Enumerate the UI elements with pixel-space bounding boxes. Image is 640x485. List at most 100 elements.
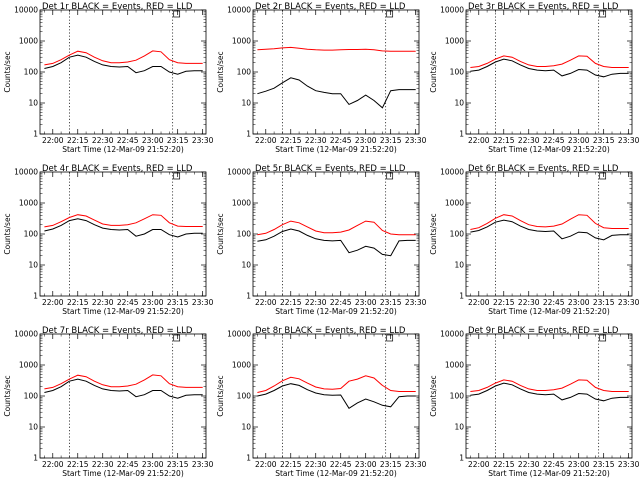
y-tick-label: 10: [241, 423, 251, 432]
y-tick-label: 100: [24, 392, 39, 401]
plot-title: Det 5r BLACK = Events, RED = LLD: [255, 164, 406, 174]
y-tick-label: 10: [28, 261, 38, 270]
x-tick-label: 22:00: [42, 460, 64, 469]
y-tick-label: 10000: [440, 168, 464, 177]
x-tick-label: 23:15: [167, 136, 189, 145]
x-tick-label: 23:15: [167, 298, 189, 307]
x-tick-label: 23:30: [192, 298, 214, 307]
y-tick-label: 1: [459, 292, 464, 301]
x-axis-label: Start Time (12-Mar-09 21:52:20): [275, 469, 397, 478]
plot-title: Det 8r BLACK = Events, RED = LLD: [255, 326, 406, 336]
x-tick-label: 23:30: [405, 136, 427, 145]
detector-plot-3: Det 3r BLACK = Events, RED = LLD 1 10 100 10…: [429, 2, 640, 154]
x-tick-label: 22:00: [255, 460, 277, 469]
y-tick-label: 10000: [14, 168, 38, 177]
y-axis-label: Counts/sec: [216, 51, 225, 92]
y-tick-label: 100: [450, 392, 465, 401]
marker-box: [173, 172, 181, 180]
plot-title: Det 1r BLACK = Events, RED = LLD: [42, 2, 193, 12]
series-line-lld: [44, 374, 203, 390]
y-tick-label: 10: [241, 261, 251, 270]
x-axis-label: Start Time (12-Mar-09 21:52:20): [62, 145, 184, 154]
y-axis-label: Counts/sec: [429, 51, 438, 92]
x-tick-label: 22:00: [468, 460, 490, 469]
x-tick-label: 23:00: [355, 136, 377, 145]
detector-plot-2: Det 2r BLACK = Events, RED = LLD 1 10 100 10…: [216, 2, 427, 154]
x-tick-label: 22:15: [280, 298, 302, 307]
x-tick-label: 22:15: [493, 298, 515, 307]
series-line-lld: [44, 50, 203, 66]
y-tick-label: 10: [28, 423, 38, 432]
plot-frame: [252, 333, 420, 459]
y-tick-label: 1000: [19, 199, 38, 208]
y-tick-label: 1000: [232, 361, 251, 370]
x-tick-label: 23:00: [568, 460, 590, 469]
plot-frame: [465, 333, 633, 459]
series-line-lld: [470, 379, 629, 392]
x-tick-label: 22:45: [330, 298, 352, 307]
x-tick-label: 22:30: [518, 298, 540, 307]
y-tick-label: 1000: [19, 361, 38, 370]
x-tick-label: 22:30: [518, 460, 540, 469]
y-tick-label: 10000: [440, 6, 464, 15]
x-tick-label: 22:15: [67, 298, 89, 307]
x-tick-label: 22:45: [117, 460, 139, 469]
x-tick-label: 23:00: [355, 460, 377, 469]
y-tick-label: 1000: [445, 37, 464, 46]
y-tick-label: 100: [237, 230, 252, 239]
x-tick-label: 23:00: [355, 298, 377, 307]
plot-title: Det 7r BLACK = Events, RED = LLD: [42, 326, 193, 336]
plot-title: Det 9r BLACK = Events, RED = LLD: [468, 326, 619, 336]
plot-frame: [465, 171, 633, 297]
x-axis-label: Start Time (12-Mar-09 21:52:20): [488, 469, 610, 478]
series-line-lld: [470, 214, 629, 230]
x-tick-label: 22:45: [330, 136, 352, 145]
marker-box: [599, 10, 607, 18]
x-tick-label: 22:30: [92, 460, 114, 469]
y-tick-label: 10: [454, 423, 464, 432]
x-axis-label: Start Time (12-Mar-09 21:52:20): [62, 307, 184, 316]
x-tick-label: 22:30: [305, 460, 327, 469]
y-tick-label: 10000: [440, 330, 464, 339]
y-tick-label: 10: [28, 99, 38, 108]
y-tick-label: 10000: [227, 168, 251, 177]
series-line-lld: [470, 55, 629, 68]
plot-title: Det 4r BLACK = Events, RED = LLD: [42, 164, 193, 174]
x-tick-label: 22:30: [518, 136, 540, 145]
y-tick-label: 1000: [232, 37, 251, 46]
x-tick-label: 23:30: [618, 136, 640, 145]
y-tick-label: 100: [450, 230, 465, 239]
series-line-events: [44, 54, 203, 75]
y-tick-label: 1: [459, 130, 464, 139]
x-tick-label: 23:30: [618, 298, 640, 307]
marker-box: [173, 10, 181, 18]
x-tick-label: 22:45: [117, 136, 139, 145]
x-tick-label: 23:00: [142, 298, 164, 307]
x-tick-label: 23:15: [593, 298, 615, 307]
detector-plot-6: Det 6r BLACK = Events, RED = LLD 1 10 100 10…: [429, 164, 640, 316]
detector-plot-4: Det 4r BLACK = Events, RED = LLD 1 10 100 10…: [3, 164, 214, 316]
x-axis-label: Start Time (12-Mar-09 21:52:20): [62, 469, 184, 478]
y-tick-label: 10000: [14, 6, 38, 15]
x-tick-label: 22:45: [543, 298, 565, 307]
y-tick-label: 1000: [445, 361, 464, 370]
detector-plot-9: Det 9r BLACK = Events, RED = LLD 1 10 100 10…: [429, 326, 640, 478]
y-tick-label: 1: [459, 454, 464, 463]
x-tick-label: 23:30: [192, 136, 214, 145]
x-axis-label: Start Time (12-Mar-09 21:52:20): [488, 145, 610, 154]
marker-box: [386, 172, 394, 180]
x-tick-label: 22:45: [543, 460, 565, 469]
x-tick-label: 23:30: [405, 460, 427, 469]
y-tick-label: 10000: [227, 6, 251, 15]
series-line-events: [44, 218, 203, 238]
x-tick-label: 22:15: [67, 136, 89, 145]
x-axis-label: Start Time (12-Mar-09 21:52:20): [488, 307, 610, 316]
y-tick-label: 10: [454, 99, 464, 108]
x-axis-label: Start Time (12-Mar-09 21:52:20): [275, 145, 397, 154]
x-tick-label: 23:00: [142, 136, 164, 145]
plot-frame: [39, 171, 207, 297]
y-tick-label: 1000: [232, 199, 251, 208]
y-axis-label: Counts/sec: [3, 213, 12, 254]
x-tick-label: 22:15: [67, 460, 89, 469]
